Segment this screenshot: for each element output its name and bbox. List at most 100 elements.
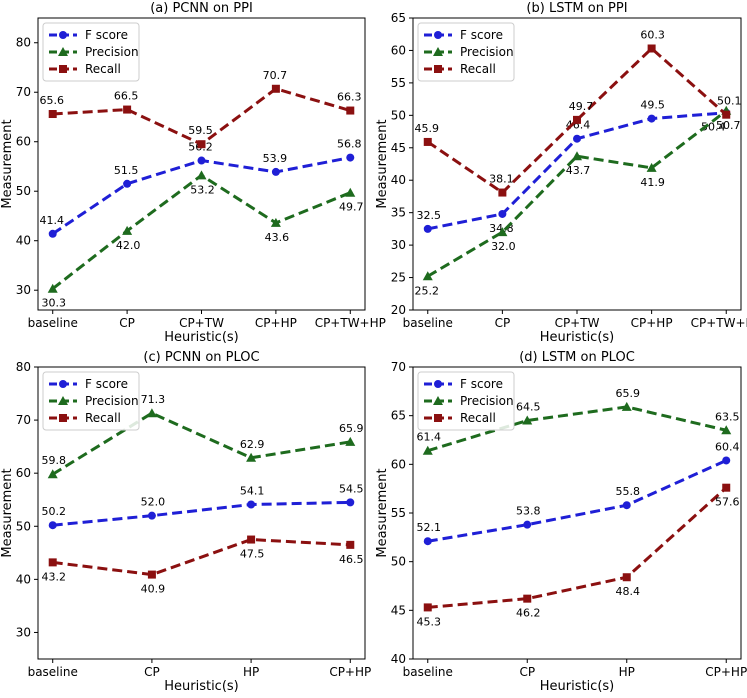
data-point xyxy=(247,535,256,544)
data-point xyxy=(498,188,507,197)
data-label: 53.8 xyxy=(516,505,541,518)
plot-frame xyxy=(37,366,366,660)
y-tick-label: 60 xyxy=(16,135,31,149)
x-tick-label: CP+TW xyxy=(179,316,224,330)
y-axis-label: Measurement xyxy=(0,119,15,208)
data-point xyxy=(572,151,582,161)
x-tick-label: CP+TW+HP xyxy=(691,316,747,330)
data-label: 40.9 xyxy=(141,583,166,596)
legend-label: Precision xyxy=(460,45,514,59)
data-label: 54.5 xyxy=(339,482,364,495)
data-label: 59.5 xyxy=(188,124,213,137)
y-tick-label: 70 xyxy=(391,360,406,374)
data-point xyxy=(197,156,206,165)
data-point xyxy=(722,456,731,465)
y-tick-label: 80 xyxy=(16,360,31,374)
data-point xyxy=(622,573,631,582)
legend: F score Precision Recall xyxy=(42,22,140,82)
data-point xyxy=(122,225,133,235)
data-label: 45.9 xyxy=(415,122,440,135)
data-label: 70.7 xyxy=(263,69,288,82)
data-label: 63.5 xyxy=(715,410,740,423)
data-label: 51.5 xyxy=(114,164,139,177)
legend-label: Precision xyxy=(85,394,139,408)
data-label: 54.1 xyxy=(240,485,265,498)
y-tick-label: 20 xyxy=(391,303,406,317)
data-label: 45.3 xyxy=(417,615,442,628)
data-label: 41.9 xyxy=(640,176,665,189)
data-label: 46.5 xyxy=(339,553,364,566)
y-axis-label: Measurement xyxy=(375,468,390,557)
data-point xyxy=(48,558,57,567)
data-point xyxy=(346,498,355,507)
y-tick-label: 50 xyxy=(391,555,406,569)
data-label: 30.3 xyxy=(41,297,66,310)
legend-label: F score xyxy=(460,28,503,42)
y-tick-label: 60 xyxy=(391,43,406,57)
y-tick-label: 50 xyxy=(16,519,31,533)
y-tick-label: 65 xyxy=(391,409,406,423)
y-tick-label: 30 xyxy=(16,283,31,297)
y-tick-label: 30 xyxy=(391,238,406,252)
data-point xyxy=(197,140,206,149)
legend-label: Recall xyxy=(460,62,496,76)
x-tick-label: baseline xyxy=(28,665,78,679)
legend-label: F score xyxy=(460,377,503,391)
data-label: 38.1 xyxy=(489,173,514,186)
legend-marker xyxy=(433,396,443,405)
legend: F score Precision Recall xyxy=(417,371,515,431)
y-tick-label: 50 xyxy=(391,108,406,122)
data-label: 65.9 xyxy=(615,387,640,400)
data-point xyxy=(271,84,280,93)
data-label: 41.4 xyxy=(39,214,64,227)
data-label: 49.7 xyxy=(569,100,594,113)
x-tick-label: CP xyxy=(519,665,535,679)
data-point xyxy=(48,229,57,238)
x-axis-label: Heuristic(s) xyxy=(164,330,239,345)
x-tick-label: baseline xyxy=(403,316,453,330)
x-tick-label: CP xyxy=(144,665,160,679)
data-point xyxy=(422,445,433,455)
data-point xyxy=(647,44,656,53)
y-tick-label: 45 xyxy=(391,603,406,617)
x-tick-label: HP xyxy=(619,665,635,679)
legend-marker xyxy=(59,380,67,388)
chart-panel-3: (c) PCNN on PLOC 30 40 50 60 70 80 baseline CP HP… xyxy=(0,350,371,694)
legend-marker xyxy=(58,396,68,405)
y-tick-label: 35 xyxy=(391,206,406,220)
data-label: 43.2 xyxy=(41,570,66,583)
data-label: 62.9 xyxy=(240,438,265,451)
x-tick-label: baseline xyxy=(28,316,78,330)
chart-panel-4: (d) LSTM on PLOC 40 45 50 55 60 65 70 baseline CP… xyxy=(375,350,747,694)
data-label: 32.0 xyxy=(491,240,516,253)
legend-marker xyxy=(434,31,442,39)
y-tick-label: 55 xyxy=(391,76,406,90)
legend: F score Precision Recall xyxy=(42,371,140,431)
data-point xyxy=(345,436,356,446)
data-point xyxy=(423,537,432,546)
legend-label: Recall xyxy=(85,411,121,425)
x-axis-label: Heuristic(s) xyxy=(540,679,615,694)
data-point xyxy=(646,162,657,172)
data-point xyxy=(523,520,532,529)
data-label: 50.2 xyxy=(41,505,66,518)
data-point xyxy=(48,110,57,119)
data-point xyxy=(196,170,207,180)
data-point xyxy=(573,115,581,124)
data-label: 65.9 xyxy=(339,422,364,435)
data-point xyxy=(48,521,57,530)
series-line-f-score xyxy=(427,459,727,543)
legend-label: F score xyxy=(85,28,128,42)
chart-title: (a) PCNN on PPI xyxy=(150,1,253,16)
data-point xyxy=(573,134,581,143)
y-tick-label: 45 xyxy=(391,141,406,155)
data-point xyxy=(123,179,132,188)
x-tick-label: CP+HP xyxy=(255,316,297,330)
legend-marker xyxy=(434,414,442,422)
data-label: 50.7 xyxy=(716,119,741,132)
data-label: 25.2 xyxy=(415,284,440,297)
y-tick-label: 70 xyxy=(16,413,31,427)
y-tick-label: 40 xyxy=(391,652,406,666)
x-tick-label: CP+TW+HP xyxy=(315,316,386,330)
